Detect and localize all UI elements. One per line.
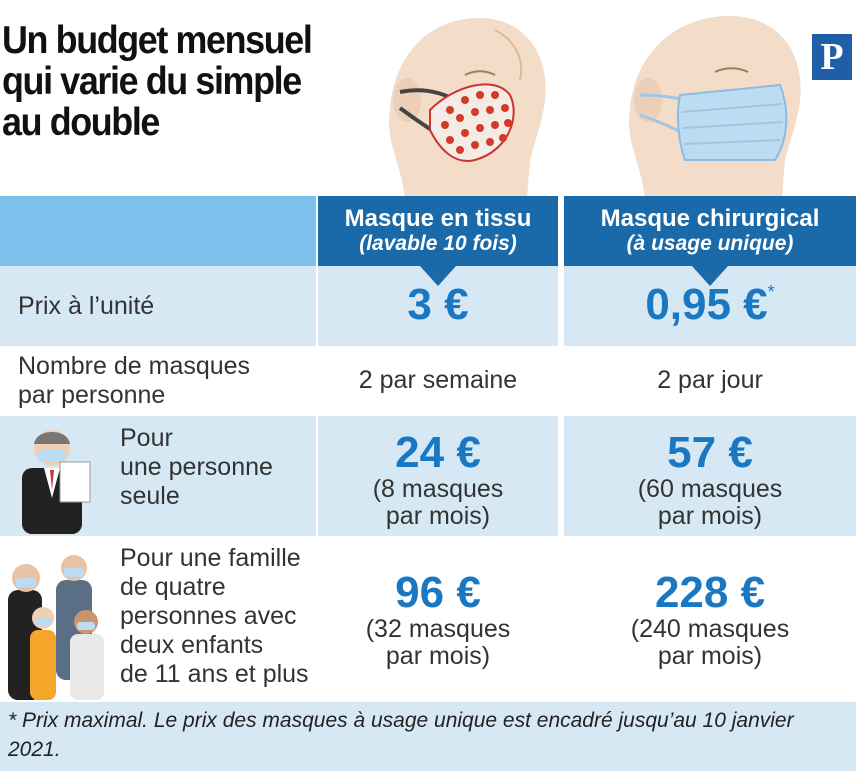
single-label-line3: seule [120,482,180,510]
surgical-mask-detail: (à usage unique) [626,232,794,255]
table-row-unit-price: Prix à l’unité 3 € 0,95 €* [0,266,856,346]
header-fabric-mask: Masque en tissu (lavable 10 fois) [318,196,558,266]
publisher-logo: P [812,34,852,80]
page-title: Un budget mensuel qui varie du simple au… [2,19,313,144]
family-surgical-detail1: (240 masques [630,615,790,643]
family-label-line4: deux enfants [120,631,264,659]
table-row-mask-count: Nombre de masques par personne 2 par sem… [0,346,856,416]
family-fabric-price: 96 € [395,568,481,617]
table-row-family: Pour une famille de quatre personnes ave… [0,536,856,701]
family-fabric-cell: 96 € (32 masques par mois) [318,570,558,670]
mask-count-surgical: 2 par jour [657,366,763,394]
family-surgical-cell: 228 € (240 masques par mois) [564,570,856,670]
single-label-line1: Pour [120,424,173,452]
family-surgical-price: 228 € [654,568,766,617]
family-surgical-detail2: par mois) [657,642,763,670]
column-divider-1 [316,196,318,701]
footnote-text: * Prix maximal. Le prix des masques à us… [8,709,794,761]
unit-price-asterisk: * [767,282,775,302]
family-label-line5: de 11 ans et plus [120,660,309,688]
header-label-cell [0,196,316,266]
family-label-line2: de quatre [120,573,226,601]
single-fabric-price: 24 € [395,428,481,477]
single-surgical-cell: 57 € (60 masques par mois) [564,430,856,530]
family-fabric-detail2: par mois) [385,642,491,670]
single-surgical-detail1: (60 masques [637,475,783,503]
single-fabric-detail2: par mois) [385,502,491,530]
unit-price-fabric-value: 3 € [407,280,469,329]
single-fabric-detail1: (8 masques [372,475,504,503]
table-header: Masque en tissu (lavable 10 fois) Masque… [0,196,856,266]
single-fabric-cell: 24 € (8 masques par mois) [318,430,558,530]
family-fabric-detail1: (32 masques [365,615,511,643]
header-notch-fabric [420,266,456,286]
fabric-mask-face-illustration [388,17,546,198]
family-label: Pour une famille de quatre personnes ave… [120,544,309,689]
single-person-label: Pour une personne seule [120,424,273,511]
mask-count-label-line1: Nombre de masques [18,352,251,380]
column-divider-2 [558,196,564,701]
fabric-mask-title: Masque en tissu [344,205,532,232]
surgical-mask-title: Masque chirurgical [600,205,820,232]
single-surgical-detail2: par mois) [657,502,763,530]
family-label-line1: Pour une famille [120,544,301,572]
unit-price-label: Prix à l’unité [18,292,155,320]
table-row-single-person: Pour une personne seule 24 € (8 masques … [0,416,856,536]
unit-price-fabric: 3 € [318,282,558,328]
mask-count-fabric: 2 par semaine [358,366,518,394]
header-notch-surgical [692,266,728,286]
footnote: * Prix maximal. Le prix des masques à us… [0,702,856,771]
single-person-icon [22,430,91,534]
unit-price-surgical-value: 0,95 € [645,280,768,329]
family-icon [8,555,104,700]
single-label-line2: une personne [120,453,273,481]
price-comparison-table: Masque en tissu (lavable 10 fois) Masque… [0,196,856,701]
unit-price-surgical: 0,95 €* [564,282,856,328]
fabric-mask-detail: (lavable 10 fois) [359,232,517,255]
header-surgical-mask: Masque chirurgical (à usage unique) [564,196,856,266]
mask-count-label: Nombre de masques par personne [18,352,250,410]
mask-count-label-line2: par personne [18,381,166,409]
single-surgical-price: 57 € [667,428,753,477]
surgical-mask-face-illustration [629,15,801,198]
family-label-line3: personnes avec [120,602,297,630]
